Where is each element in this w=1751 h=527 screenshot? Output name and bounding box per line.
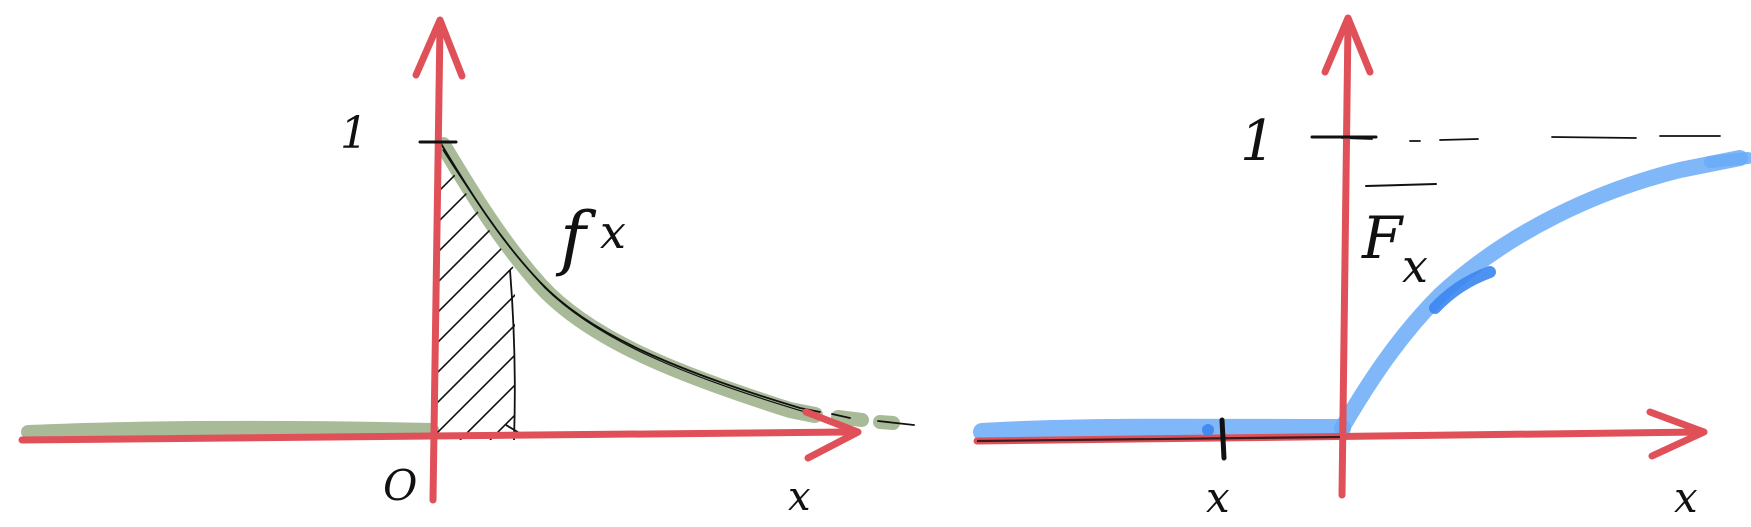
density-y-axis xyxy=(429,21,444,504)
density-y-arrowhead xyxy=(412,16,466,80)
cdf-curve-label-overbar xyxy=(1365,183,1437,187)
cdf-curve-label: F x xyxy=(1361,183,1437,293)
cdf-x-marker-label: x xyxy=(1206,473,1230,522)
density-curve-label-subscript: x xyxy=(600,205,626,259)
cdf-curve-label-main: F xyxy=(1361,204,1404,272)
density-ink-curve-second xyxy=(442,149,813,415)
density-curve-decay xyxy=(435,137,823,423)
cdf-curve xyxy=(973,150,1751,441)
cdf-curve-left-flat xyxy=(973,418,1351,441)
cdf-asymptote-dashes xyxy=(1341,135,1721,142)
density-curve-left-flat xyxy=(21,420,439,439)
density-x-axis-label: x xyxy=(788,474,811,520)
cdf-x-marker xyxy=(1219,417,1227,461)
density-x-arrowhead xyxy=(802,408,862,462)
density-diagram: 1 O x f x xyxy=(18,16,915,520)
cdf-y-axis xyxy=(1338,18,1352,499)
cdf-curve-rise xyxy=(1334,150,1748,436)
density-y-tick-label: 1 xyxy=(340,108,368,159)
cdf-x-ink-overlay xyxy=(976,435,1341,443)
cdf-x-arrowhead xyxy=(1646,408,1708,460)
shaded-boundary-line xyxy=(509,269,516,441)
density-axes xyxy=(18,16,862,504)
density-curve-label: f x xyxy=(555,197,626,279)
density-curve-label-main: f xyxy=(555,197,597,279)
cdf-diagram: 1 x x F x xyxy=(973,14,1751,522)
cdf-curve-end xyxy=(1704,152,1751,168)
cdf-y-tick-label: 1 xyxy=(1240,109,1276,174)
density-origin-label: O xyxy=(383,461,417,510)
cdf-curve-label-subscript: x xyxy=(1402,239,1428,293)
cdf-x-axis-label: x xyxy=(1674,473,1698,522)
cdf-y-arrowhead xyxy=(1321,14,1374,76)
cdf-curve-highlight xyxy=(1429,266,1496,314)
cdf-x-marker-dot xyxy=(1202,424,1214,436)
